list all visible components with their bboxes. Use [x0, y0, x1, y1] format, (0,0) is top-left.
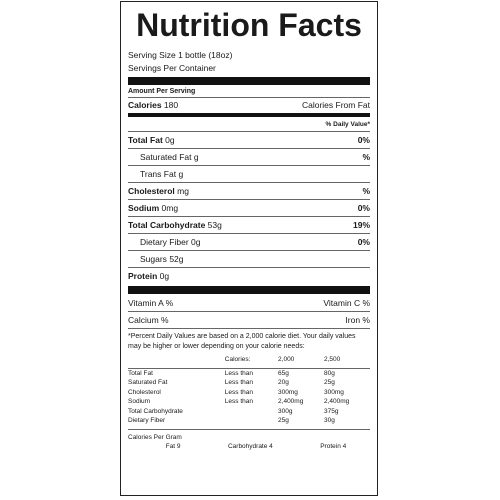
daily-values-table: Calories: 2,000 2,500 Total Fat Less than…: [128, 355, 370, 426]
calories-per-gram-label: Calories Per Gram: [128, 433, 182, 441]
protein-per-gram: Protein 4: [320, 443, 347, 450]
nutrient-row-sugars: Sugars 52g: [128, 250, 370, 267]
vitamin-c: Vitamin C %: [323, 298, 370, 308]
calories-label: Calories: [128, 100, 162, 110]
daily-value-header: % Daily Value*: [325, 121, 370, 128]
nutrient-row-total-fat: Total Fat 0g 0%: [128, 131, 370, 148]
calories-from-fat: Calories From Fat: [301, 100, 370, 110]
table-row: Saturated Fat Less than 20g 25g: [128, 379, 335, 387]
nutrient-row-protein: Protein 0g: [128, 267, 370, 284]
calories-row: Calories 180 Calories From Fat: [128, 97, 370, 112]
calories-per-gram-values: Fat 9 Carbohydrate 4 Protein 4: [128, 442, 370, 452]
nutrient-row-saturated-fat: Saturated Fat g %: [128, 148, 370, 165]
table-row: Total Carbohydrate 300g 375g: [128, 407, 339, 415]
thick-divider: [128, 77, 370, 85]
table-row: Cholesterol Less than 300mg 300mg: [128, 388, 344, 396]
footnote: *Percent Daily Values are based on a 2,0…: [128, 328, 370, 355]
thick-divider: [128, 286, 370, 294]
fat-per-gram: Fat 9: [165, 443, 181, 450]
table-row: Total Fat Less than 65g 80g: [128, 369, 335, 377]
calories-per-gram-section: Calories Per Gram Fat 9 Carbohydrate 4 P…: [128, 428, 370, 453]
nutrition-facts-label: Nutrition Facts Serving Size 1 bottle (1…: [120, 1, 378, 496]
mineral-row: Calcium % Iron %: [128, 311, 370, 328]
calories-value: 180: [163, 100, 179, 110]
label-title: Nutrition Facts: [136, 7, 362, 43]
nutrient-row-dietary-fiber: Dietary Fiber 0g 0%: [128, 233, 370, 250]
amount-per-serving: Amount Per Serving: [128, 88, 196, 95]
nutrient-row-trans-fat: Trans Fat g: [128, 165, 370, 182]
nutrient-row-cholesterol: Cholesterol mg %: [128, 182, 370, 199]
medium-divider: [128, 113, 370, 117]
table-row: Sodium Less than 2,400mg 2,400mg: [128, 398, 350, 406]
nutrient-row-total-carbohydrate: Total Carbohydrate 53g 19%: [128, 216, 370, 233]
vitamin-row: Vitamin A % Vitamin C %: [128, 295, 370, 311]
table-row: Dietary Fiber 25g 30g: [128, 417, 335, 425]
serving-size: Serving Size 1 bottle (18oz): [128, 50, 233, 60]
vitamin-a: Vitamin A %: [128, 298, 174, 308]
calcium: Calcium %: [128, 315, 169, 325]
servings-per-container: Servings Per Container: [128, 63, 216, 73]
nutrient-row-sodium: Sodium 0mg 0%: [128, 199, 370, 216]
carbohydrate-per-gram: Carbohydrate 4: [227, 443, 273, 450]
table-header-row: Calories: 2,000 2,500: [224, 356, 341, 364]
iron: Iron %: [345, 315, 370, 325]
